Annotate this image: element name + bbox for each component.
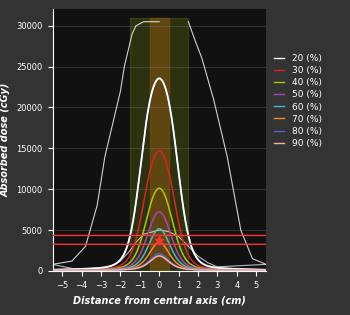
Bar xyxy=(149,18,169,271)
Legend: 20 (%), 30 (%), 40 (%), 50 (%), 60 (%), 70 (%), 80 (%), 90 (%): 20 (%), 30 (%), 40 (%), 50 (%), 60 (%), … xyxy=(273,53,322,149)
X-axis label: Distance from central axis (cm): Distance from central axis (cm) xyxy=(73,295,246,305)
Bar xyxy=(130,18,188,271)
Y-axis label: Absorbed dose (cGy): Absorbed dose (cGy) xyxy=(1,83,11,198)
